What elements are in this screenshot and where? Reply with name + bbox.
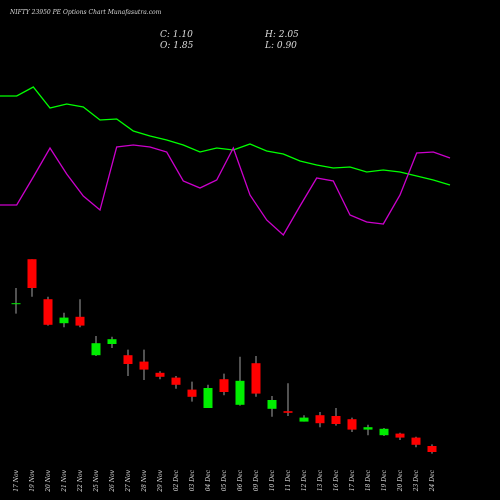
x-tick-label: 21 Nov: [61, 469, 68, 492]
candle-body: [315, 415, 325, 424]
candle-body: [75, 316, 85, 326]
x-tick-label: 09 Dec: [253, 469, 260, 491]
x-tick-label: 26 Nov: [109, 469, 116, 492]
candle-body: [27, 259, 37, 288]
x-tick-label: 06 Dec: [237, 469, 244, 491]
candle-body: [379, 428, 389, 436]
low-label: L: 0.90: [264, 41, 297, 51]
high-label: H: 2.05: [264, 30, 299, 40]
candle-body: [91, 343, 101, 356]
candle-body: [139, 361, 149, 370]
candle-body: [219, 379, 229, 392]
indicator-line: [0, 144, 451, 237]
x-tick-label: 13 Dec: [317, 469, 324, 491]
candle-body: [299, 417, 309, 422]
candle-body: [43, 299, 53, 325]
x-tick-label: 12 Dec: [301, 469, 308, 491]
x-tick-label: 27 Nov: [125, 469, 132, 492]
candle-body: [11, 303, 21, 305]
x-tick-label: 17 Dec: [349, 469, 356, 491]
candle-body: [123, 355, 133, 364]
x-tick-label: 18 Dec: [365, 469, 372, 491]
candle-body: [59, 317, 69, 324]
open-label: O: 1.85: [160, 41, 194, 51]
x-tick-label: 20 Nov: [45, 469, 52, 492]
candle-body: [107, 339, 117, 344]
candle-body: [283, 411, 293, 413]
x-tick-label: 29 Nov: [157, 469, 164, 492]
x-tick-label: 19 Nov: [29, 469, 36, 491]
x-tick-label: 16 Dec: [333, 469, 340, 491]
x-tick-label: 10 Dec: [269, 469, 276, 491]
candle-body: [331, 416, 341, 424]
x-tick-label: 19 Dec: [381, 469, 388, 491]
candle-body: [411, 437, 421, 445]
x-tick-label: 02 Dec: [173, 469, 180, 491]
candle-body: [427, 446, 437, 452]
x-tick-label: 24 Dec: [429, 469, 436, 492]
candle-body: [203, 388, 213, 408]
x-tick-label: 17 Nov: [13, 469, 20, 491]
x-tick-label: 05 Dec: [221, 469, 228, 491]
x-tick-label: 22 Nov: [77, 469, 84, 492]
candle-body: [235, 380, 245, 405]
indicator-line: [0, 86, 451, 186]
candle-body: [395, 433, 405, 438]
x-tick-label: 25 Nov: [93, 469, 100, 492]
x-tick-label: 28 Nov: [141, 469, 148, 492]
candle-body: [363, 427, 373, 430]
x-tick-label: 11 Dec: [285, 469, 292, 491]
candle-body: [267, 400, 277, 409]
x-tick-label: 20 Dec: [397, 469, 404, 492]
x-tick-label: 03 Dec: [189, 469, 196, 491]
candle-body: [347, 419, 357, 430]
x-tick-label: 04 Dec: [205, 469, 212, 491]
close-label: C: 1.10: [160, 30, 193, 40]
candle-body: [155, 372, 165, 377]
chart-title: NIFTY 23950 PE Options Chart Munafasutra…: [9, 9, 162, 16]
candle-body: [187, 389, 197, 397]
candle-body: [251, 363, 261, 394]
candle-body: [171, 377, 181, 385]
x-tick-label: 23 Dec: [413, 469, 420, 492]
